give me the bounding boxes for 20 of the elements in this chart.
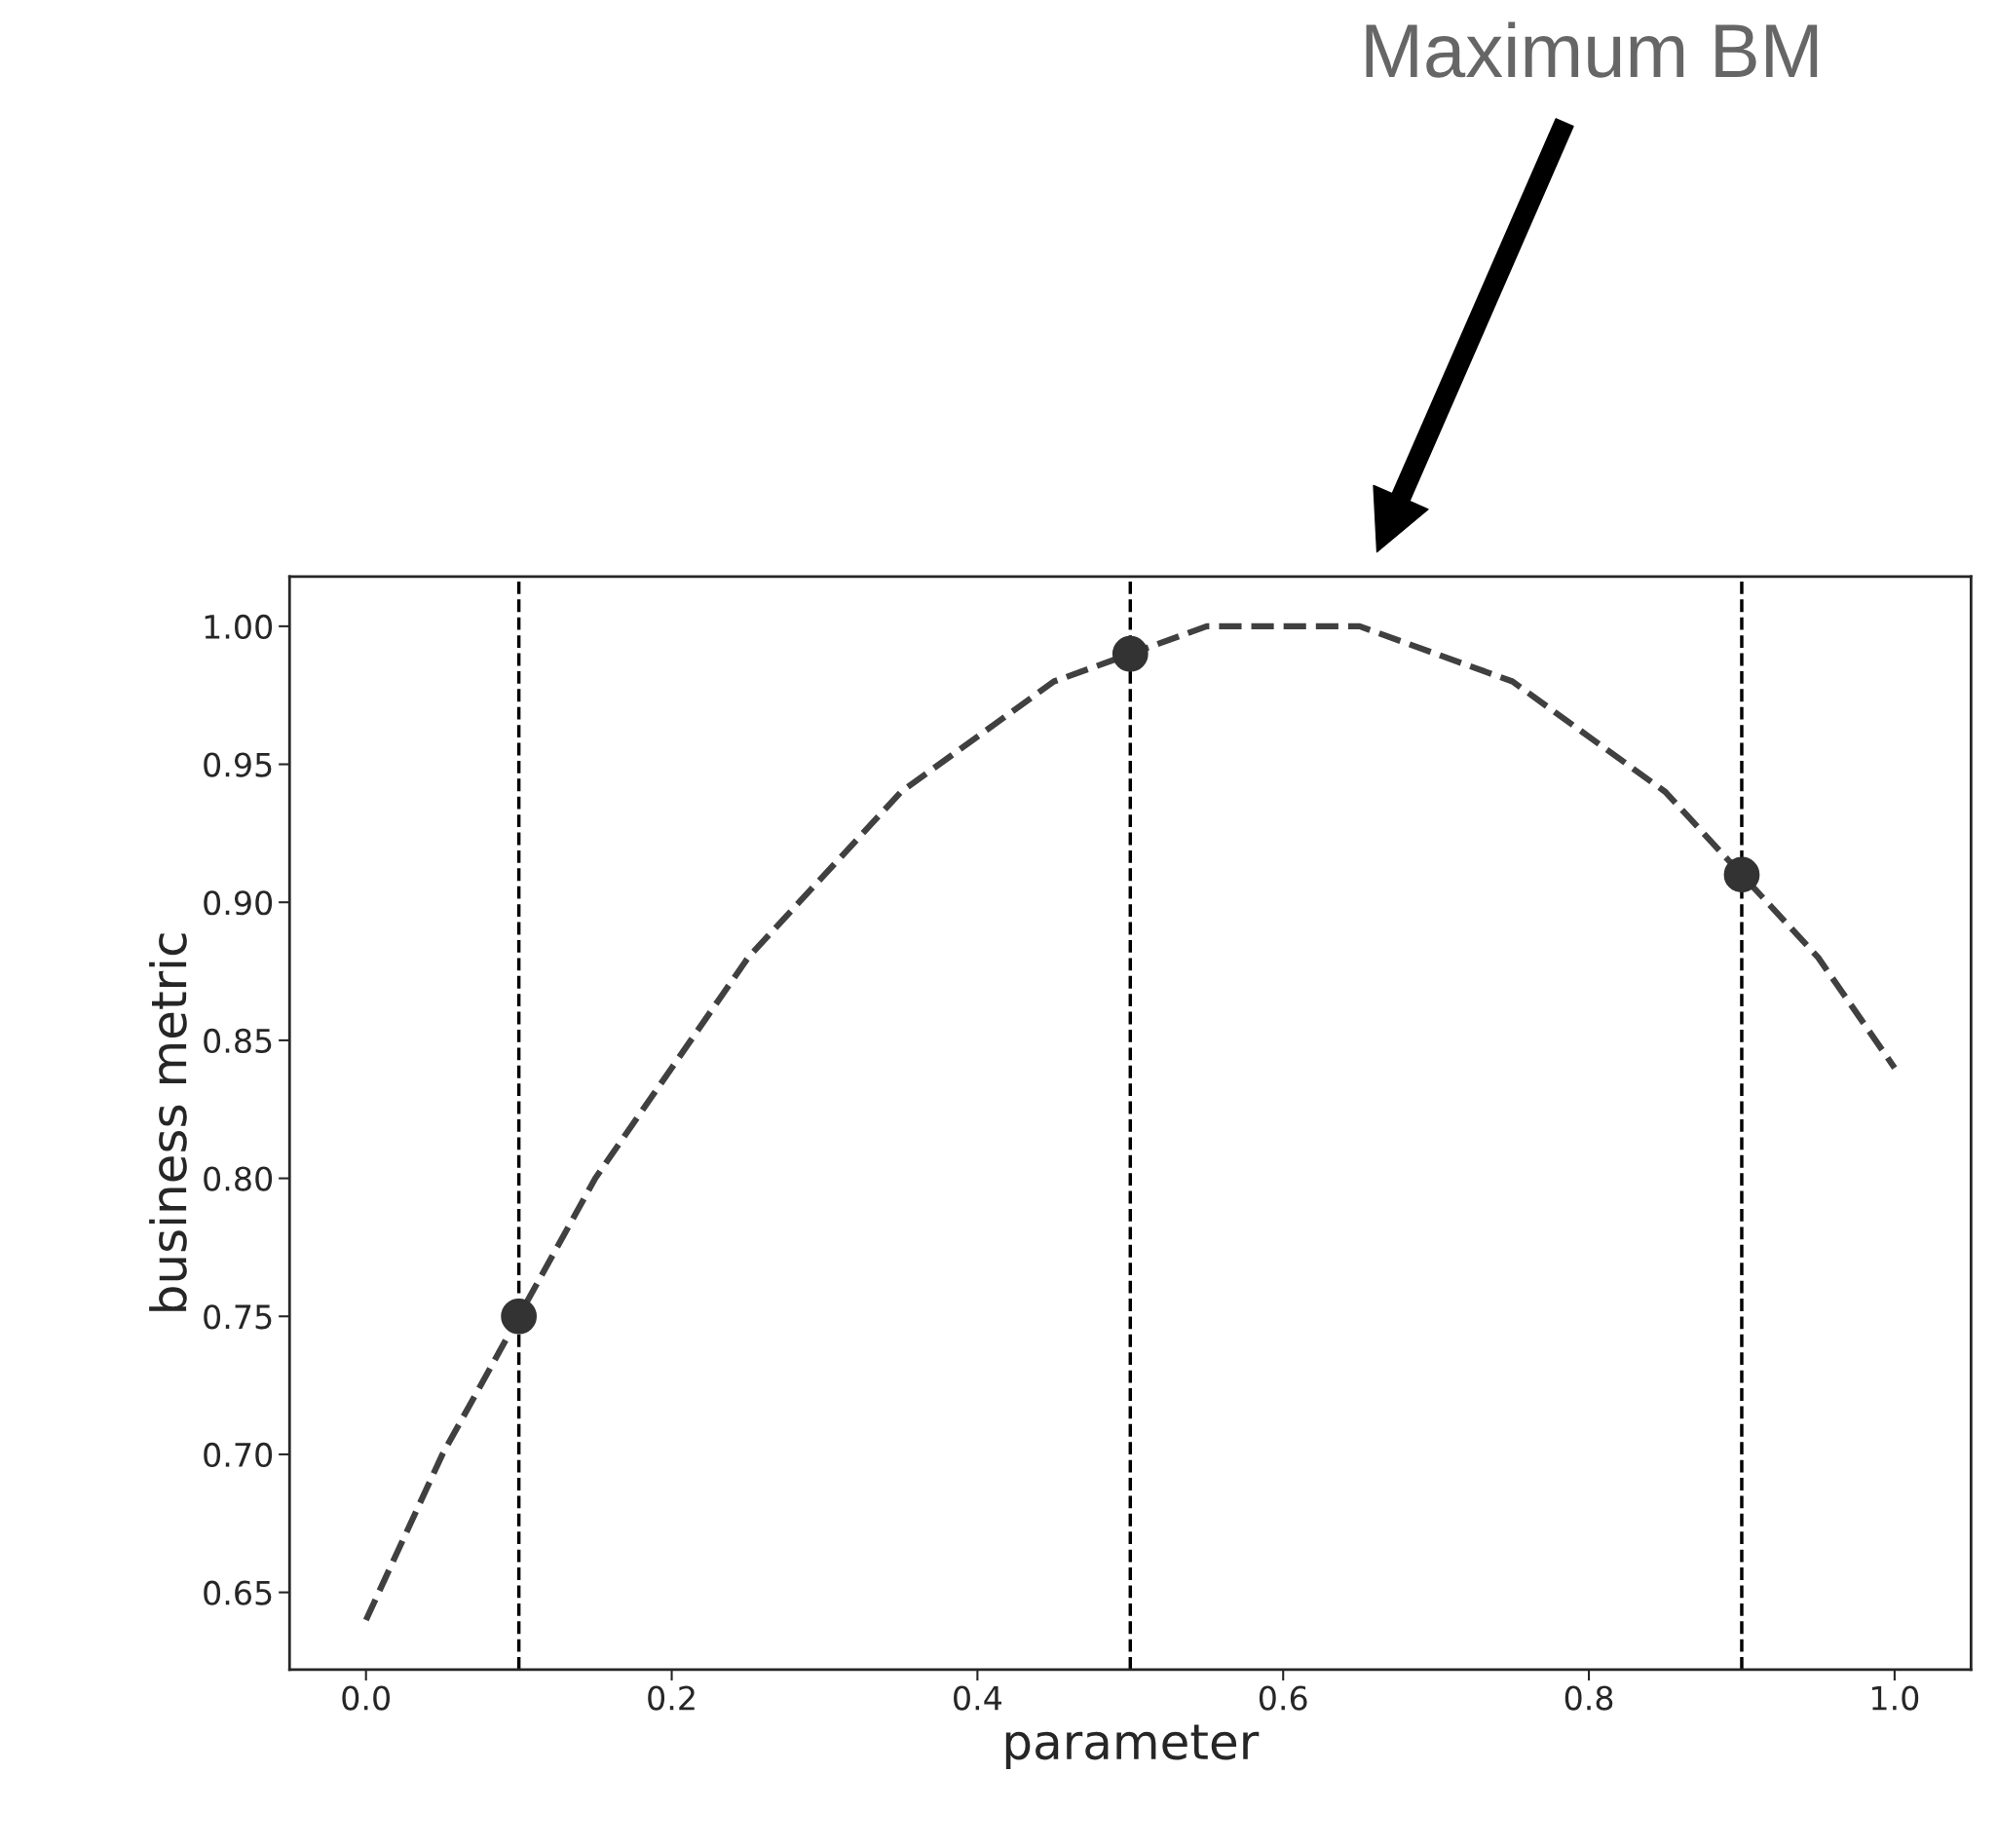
- y-tick-label: 0.80: [204, 1166, 273, 1191]
- x-tick-label: 0.2: [648, 1685, 695, 1711]
- x-axis-title: parameter: [1005, 1724, 1260, 1770]
- x-tick-label: 1.0: [1872, 1685, 1919, 1711]
- y-tick-label: 0.70: [204, 1442, 273, 1468]
- point: [1112, 635, 1149, 672]
- y-axis-title: business metric: [149, 933, 187, 1311]
- x-tick-label: 0.0: [342, 1685, 390, 1711]
- y-tick-label: 0.85: [204, 1028, 272, 1054]
- y-tick-label: 0.65: [204, 1580, 272, 1605]
- point: [501, 1298, 537, 1335]
- x-tick-label: 0.6: [1259, 1685, 1307, 1711]
- y-tick-label: 1.00: [205, 614, 273, 640]
- x-tick-label: 0.4: [954, 1685, 1002, 1711]
- point: [1723, 856, 1760, 893]
- y-tick-label: 0.95: [204, 752, 272, 777]
- y-tick-label: 0.75: [204, 1304, 272, 1330]
- y-tick-label: 0.90: [204, 890, 273, 916]
- x-tick-label: 0.8: [1564, 1685, 1613, 1711]
- text: Maximum BM: [1366, 21, 1818, 78]
